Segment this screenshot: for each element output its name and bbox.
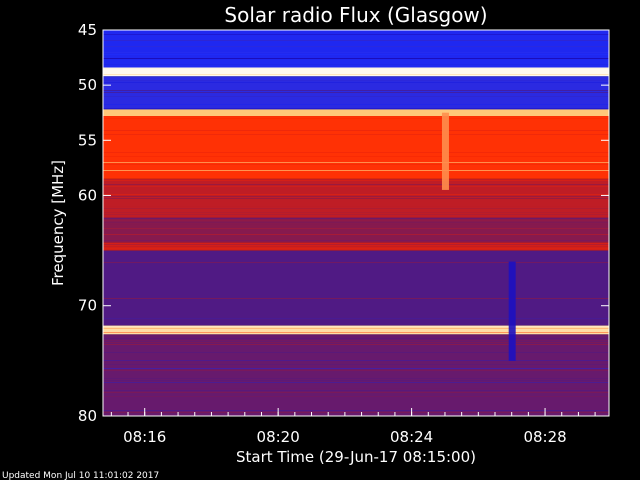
x-tick-label: 08:20 [257, 428, 300, 446]
spectrum-texture-line [103, 214, 609, 215]
spectrum-texture-line [103, 298, 609, 299]
frequency-band-1 [103, 67, 609, 77]
spectrum-texture-line [103, 338, 609, 339]
spectrum-texture-line [103, 332, 609, 333]
radio-burst-0 [441, 112, 449, 190]
spectrum-texture-line [103, 344, 609, 345]
spectrum-texture-line [103, 170, 609, 171]
frequency-band-0 [103, 30, 609, 68]
spectrum-texture-line [103, 412, 609, 413]
y-tick-label: 60 [78, 186, 97, 204]
spectrum-texture-line [103, 212, 609, 213]
y-tick-label: 45 [78, 21, 97, 39]
spectrum-texture-line [103, 378, 609, 379]
spectrum-texture-line [103, 208, 609, 209]
frequency-band-10 [103, 334, 609, 416]
spectrum-texture-line [103, 46, 609, 47]
radio-burst-1 [508, 261, 516, 361]
spectrum-texture-line [103, 248, 609, 249]
spectrum-texture-line [103, 96, 609, 97]
spectrum-texture-line [103, 50, 609, 51]
spectrum-texture-line [103, 58, 609, 59]
spectrum-texture-line [103, 52, 609, 53]
frequency-band-4 [103, 116, 609, 179]
spectrum-texture-line [103, 34, 609, 35]
spectrum-texture-line [103, 104, 609, 105]
x-tick-label: 08:16 [123, 428, 166, 446]
frequency-band-6 [103, 217, 609, 243]
y-tick-label: 50 [78, 76, 97, 94]
spectrum-texture-line [103, 220, 609, 221]
chart-title: Solar radio Flux (Glasgow) [224, 3, 487, 27]
spectrum-texture-line [103, 64, 609, 65]
plot-frame [102, 29, 610, 417]
y-axis-label: Frequency [MHz] [49, 160, 67, 286]
spectrum-texture-line [103, 82, 609, 83]
spectrum-texture-line [103, 92, 609, 93]
spectrum-texture-line [103, 80, 609, 81]
spectrum-texture-line [103, 390, 609, 391]
spectrum-texture-line [103, 240, 609, 241]
spectrum-texture-line [103, 396, 609, 397]
x-tick-label: 08:28 [523, 428, 566, 446]
frequency-band-9 [103, 325, 609, 335]
spectrum-texture-line [103, 218, 609, 219]
spectrum-texture-line [103, 262, 609, 263]
spectrum-texture-line [103, 196, 609, 197]
spectrum-texture-line [103, 326, 609, 327]
y-axis: 45 50 55 60 70 80 [78, 21, 609, 425]
spectrum-texture-line [103, 74, 609, 75]
spectrum-texture-line [103, 156, 609, 157]
spectrum-texture-line [103, 388, 609, 389]
spectrum-texture-line [103, 134, 609, 135]
spectrum-texture-line [103, 234, 609, 235]
spectrum-texture-line [103, 228, 609, 229]
x-axis-label: Start Time (29-Jun-17 08:15:00) [236, 448, 476, 466]
spectrum-texture-line [103, 370, 609, 371]
spectrum-texture-line [103, 68, 609, 69]
spectrum-texture-line [103, 244, 609, 245]
spectrum-texture-line [103, 194, 609, 195]
spectrum-texture-line [103, 224, 609, 225]
spectrum-texture-line [103, 180, 609, 181]
spectrum-texture-line [103, 342, 609, 343]
spectrum-texture-line [103, 222, 609, 223]
y-tick-label: 70 [78, 297, 97, 315]
spectrum-texture-line [103, 246, 609, 247]
frequency-band-3 [103, 109, 609, 117]
spectrum-texture-line [103, 382, 609, 383]
spectrum-texture-line [103, 118, 609, 119]
frequency-band-8 [103, 250, 609, 326]
updated-timestamp: Updated Mon Jul 10 11:01:02 2017 [2, 471, 159, 480]
spectrum-texture-line [103, 130, 609, 131]
spectrum-texture-line [103, 90, 609, 91]
spectrum-texture-line [103, 318, 609, 319]
spectrum-texture-line [103, 152, 609, 153]
spectrum-texture-line [103, 206, 609, 207]
x-tick-label: 08:24 [390, 428, 433, 446]
y-tick-label: 80 [78, 407, 97, 425]
spectrum-texture-line [103, 184, 609, 185]
spectrum-texture-line [103, 392, 609, 393]
spectrum-texture-line [103, 360, 609, 361]
spectrum-texture-line [103, 340, 609, 341]
x-axis: 08:16 08:20 08:24 08:28 [110, 408, 596, 446]
spectrogram-plot-area [103, 30, 609, 416]
spectrum-texture-line [103, 242, 609, 243]
spectrum-texture-line [103, 410, 609, 411]
spectrum-texture-line [103, 186, 609, 187]
spectrum-texture-line [103, 352, 609, 353]
spectrum-texture-line [103, 40, 609, 41]
spectrum-texture-line [103, 380, 609, 381]
spectrum-texture-line [103, 198, 609, 199]
spectrum-texture-line [103, 164, 609, 165]
spectrum-texture-line [103, 108, 609, 109]
spectrum-texture-line [103, 364, 609, 365]
spectrum-texture-line [103, 162, 609, 163]
spectrum-texture-line [103, 328, 609, 329]
spectrum-texture-line [103, 368, 609, 369]
y-tick-label: 55 [78, 131, 97, 149]
spectrum-texture-line [103, 54, 609, 55]
